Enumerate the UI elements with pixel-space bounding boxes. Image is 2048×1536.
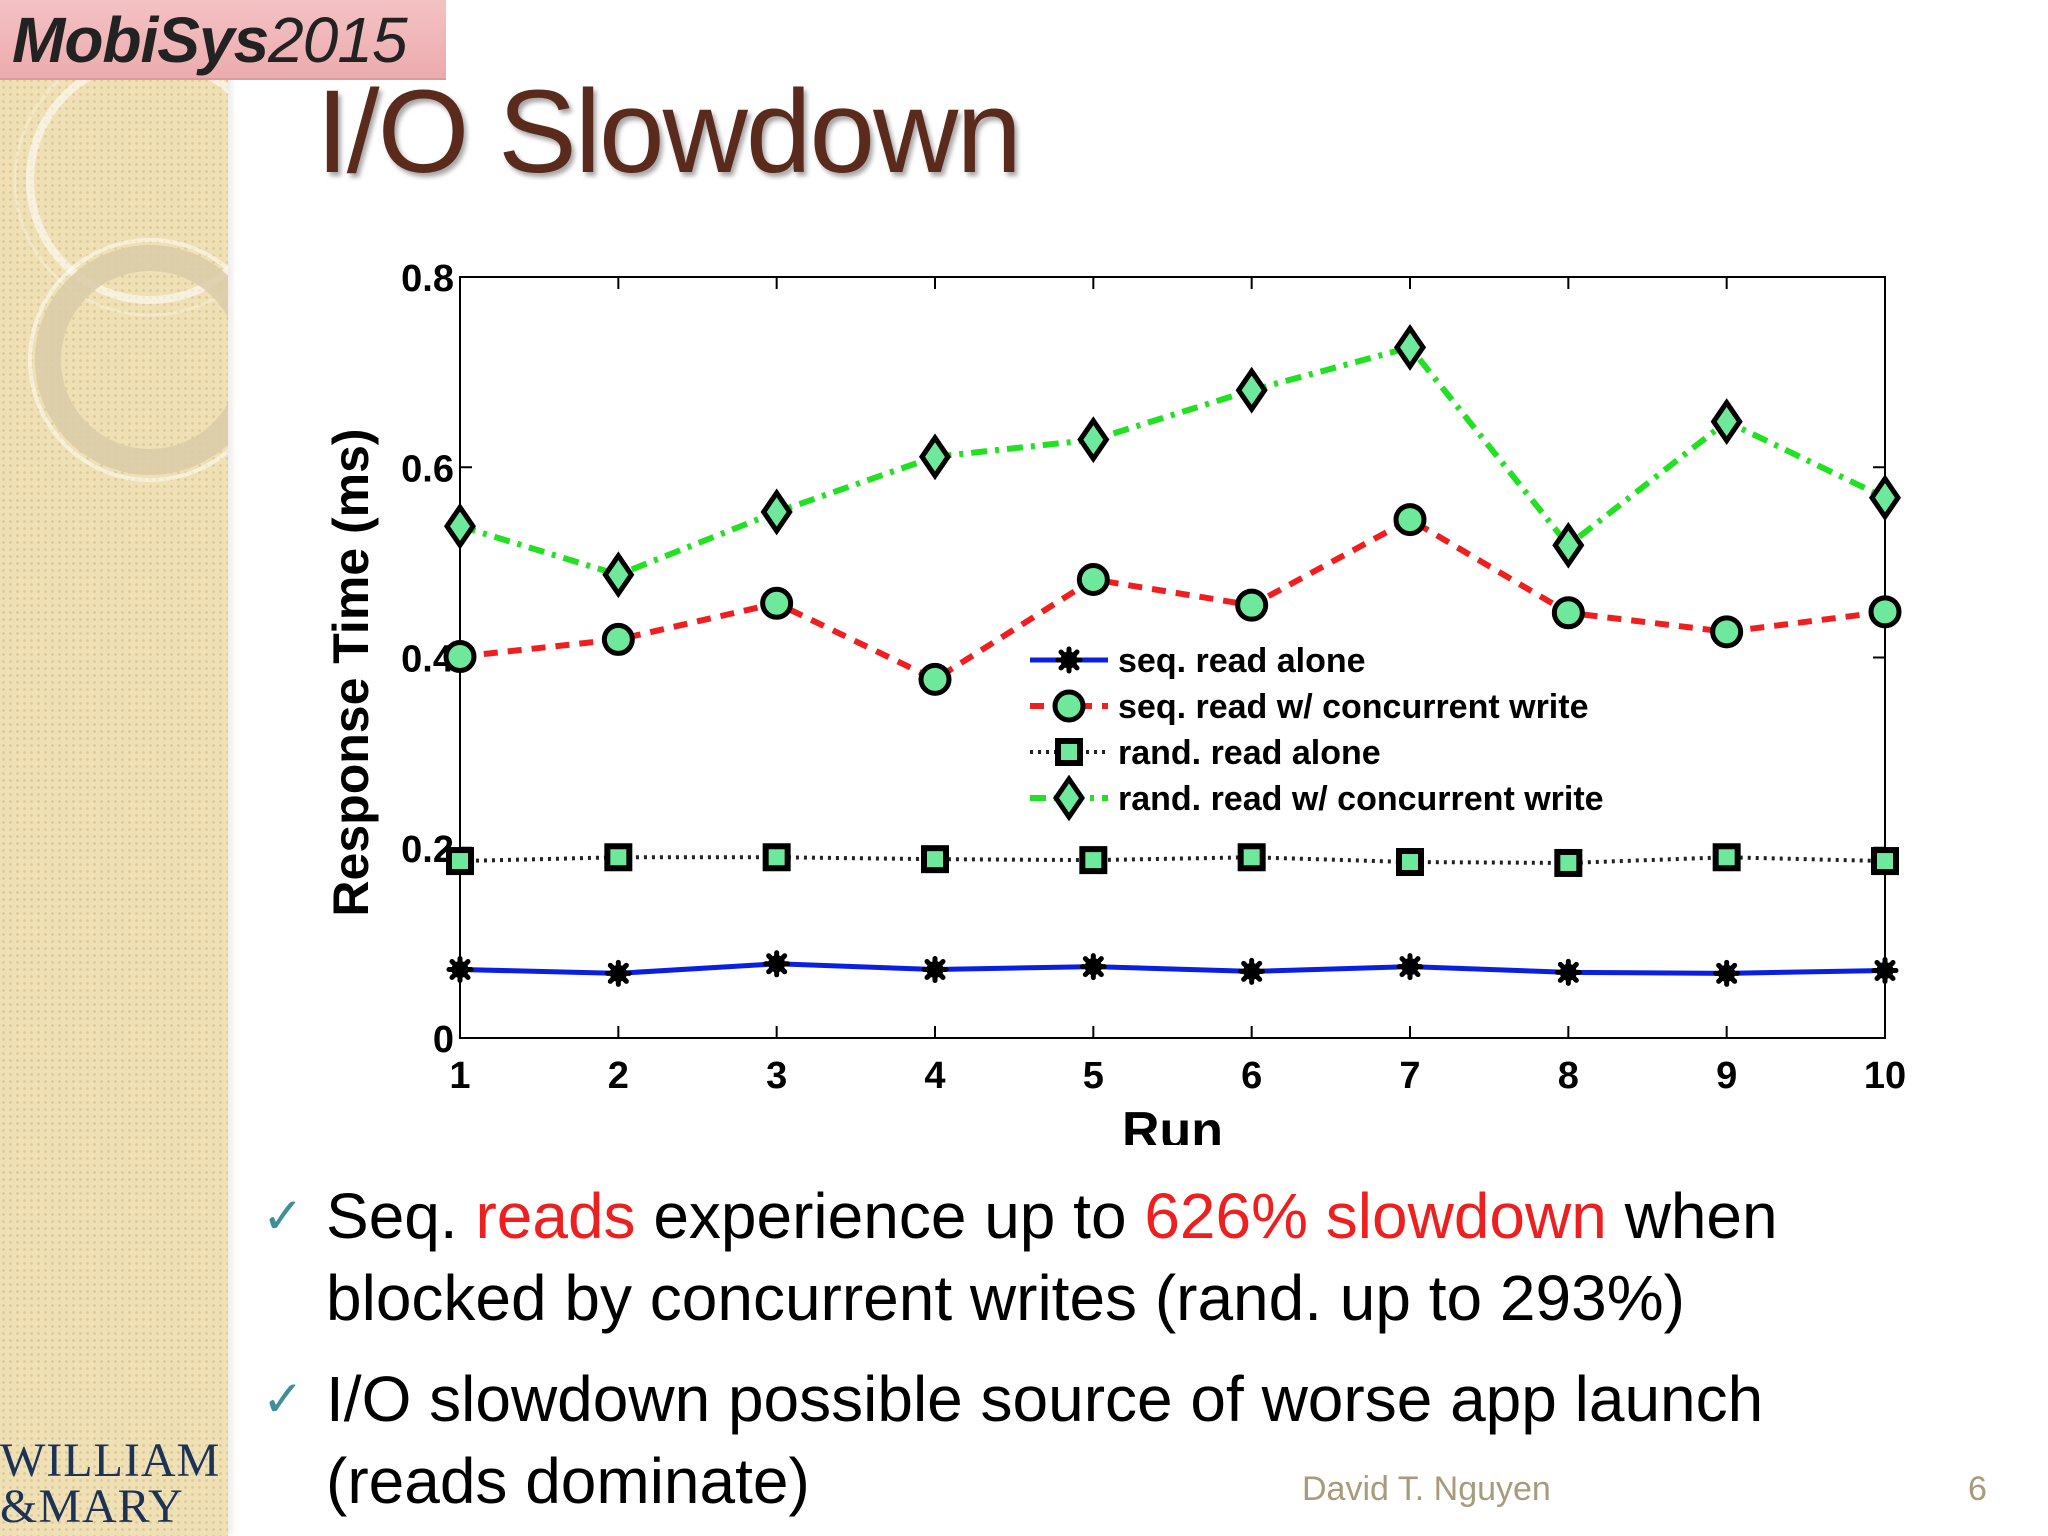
- series-3-point: [1712, 843, 1741, 872]
- series-1-point: [604, 959, 632, 987]
- x-tick-label: 6: [1241, 1055, 1262, 1097]
- series-4-point: [918, 433, 952, 481]
- legend-label: seq. read w/ concurrent write: [1118, 688, 1588, 726]
- plot-area: [459, 276, 1886, 1039]
- bullet-1-text: Seq. reads experience up to 626% slowdow…: [326, 1175, 1902, 1339]
- y-axis-label: Response Time (ms): [323, 428, 379, 916]
- legend-label: rand. read alone: [1118, 734, 1381, 772]
- bullet-1-segment: 626% slowdown: [1144, 1180, 1607, 1252]
- y-tick-label: 0.6: [401, 448, 454, 490]
- series-1-point: [1079, 953, 1107, 981]
- series-1-point: [1554, 958, 1582, 986]
- x-tick-label: 10: [1864, 1055, 1906, 1097]
- x-tick-label: 3: [766, 1055, 787, 1097]
- series-1-point: [1871, 956, 1899, 984]
- conference-logo: MobiSys2015: [0, 0, 446, 80]
- series-1-point: [921, 956, 949, 984]
- series-4-point: [760, 488, 793, 536]
- series-3-point: [446, 847, 474, 876]
- bullet-1-segment: experience up to: [635, 1180, 1145, 1252]
- series-2-point: [1076, 562, 1110, 596]
- series-4-point: [1552, 521, 1585, 569]
- x-tick-label: 8: [1558, 1055, 1579, 1097]
- series-3-point: [1237, 843, 1266, 872]
- legend-label: rand. read w/ concurrent write: [1118, 780, 1604, 818]
- checkmark-icon: ✓: [262, 1188, 304, 1244]
- y-tick-label: 0.8: [401, 258, 454, 300]
- series-3-point: [1079, 846, 1108, 875]
- series-1-point: [1396, 953, 1424, 981]
- x-tick-label: 1: [449, 1055, 470, 1097]
- x-axis-label: Run: [1122, 1102, 1223, 1145]
- series-1-point: [446, 956, 474, 984]
- university-logo-line1: WILLIAM: [0, 1434, 221, 1487]
- x-tick-label: 5: [1083, 1055, 1104, 1097]
- series-3-point: [762, 843, 791, 872]
- series-2-point: [1710, 615, 1744, 649]
- bullet-1-segment: reads: [475, 1180, 636, 1252]
- series-4-point: [1077, 416, 1110, 464]
- series-3-point: [604, 843, 633, 872]
- x-tick-label: 7: [1399, 1055, 1420, 1097]
- bullet-2: ✓ I/O slowdown possible source of worse …: [262, 1358, 1902, 1522]
- conference-logo-name: MobiSys: [12, 4, 269, 76]
- legend-marker: [1055, 738, 1083, 766]
- series-3-point: [921, 845, 949, 874]
- series-2-point: [1868, 595, 1902, 629]
- university-logo: WILLIAM &MARY: [0, 1434, 228, 1533]
- conference-logo-year: 2015: [268, 4, 407, 76]
- bullet-2-text: I/O slowdown possible source of worse ap…: [326, 1358, 1902, 1522]
- series-1-point: [1238, 957, 1266, 985]
- page-number: 6: [1968, 1470, 1987, 1508]
- series-4-point: [1235, 366, 1268, 414]
- university-logo-line2: &MARY: [0, 1480, 184, 1533]
- checkmark-icon: ✓: [262, 1371, 304, 1427]
- sidebar-background: [0, 0, 228, 1536]
- legend-label: seq. read alone: [1118, 642, 1366, 680]
- series-2-point: [601, 622, 635, 656]
- bullet-1: ✓ Seq. reads experience up to 626% slowd…: [262, 1175, 1902, 1339]
- x-tick-label: 4: [924, 1055, 945, 1097]
- footer-author: David T. Nguyen: [1302, 1470, 1551, 1508]
- decorative-rings: [13, 43, 228, 482]
- legend-marker: [1055, 646, 1083, 674]
- series-4-point: [443, 502, 477, 550]
- series-line-3: [459, 855, 1886, 865]
- legend-marker: [1052, 689, 1086, 723]
- series-3-point: [1554, 848, 1583, 877]
- series-2-point: [443, 640, 477, 674]
- series-3-point: [1396, 848, 1424, 877]
- bullet-1-segment: Seq.: [326, 1180, 476, 1252]
- y-tick-label: 0: [433, 1019, 454, 1061]
- bullet-2-segment: I/O slowdown possible source of worse ap…: [326, 1363, 1764, 1517]
- series-line-4: [459, 343, 1887, 578]
- series-2-point: [760, 586, 794, 620]
- series-1-point: [763, 950, 791, 978]
- y-tick-label: 0.2: [401, 829, 454, 871]
- series-4-point: [1710, 398, 1743, 446]
- x-tick-label: 9: [1716, 1055, 1737, 1097]
- series-4-point: [602, 551, 635, 599]
- slide-title: I/O Slowdown: [316, 66, 1022, 198]
- bullet-1-segment: when blocked by concurrent writes (rand.…: [326, 1180, 1778, 1334]
- series-2-point: [918, 662, 952, 696]
- series-1-point: [1713, 959, 1741, 987]
- series-3-point: [1871, 847, 1899, 876]
- series-4-point: [1393, 323, 1427, 371]
- series-2-point: [1551, 596, 1585, 630]
- series-4-point: [1868, 474, 1902, 522]
- legend-marker: [1052, 774, 1086, 822]
- series-2-point: [1235, 588, 1269, 622]
- series-line-1: [459, 961, 1886, 976]
- x-tick-label: 2: [608, 1055, 629, 1097]
- series-2-point: [1393, 503, 1427, 537]
- series-line-2: [459, 516, 1886, 683]
